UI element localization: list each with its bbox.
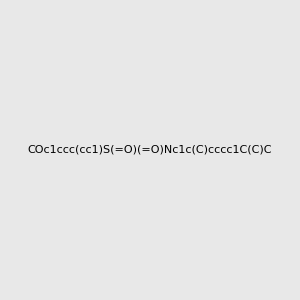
Text: COc1ccc(cc1)S(=O)(=O)Nc1c(C)cccc1C(C)C: COc1ccc(cc1)S(=O)(=O)Nc1c(C)cccc1C(C)C (28, 145, 272, 155)
